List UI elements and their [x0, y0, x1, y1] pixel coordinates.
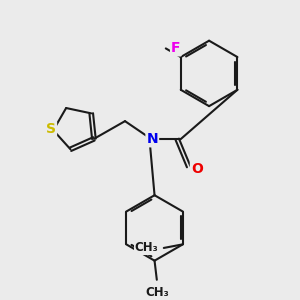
Text: CH₃: CH₃ — [135, 242, 158, 254]
Text: F: F — [171, 41, 181, 56]
Text: N: N — [146, 132, 158, 146]
Text: S: S — [46, 122, 56, 136]
Text: O: O — [191, 162, 203, 176]
Text: CH₃: CH₃ — [145, 286, 169, 299]
